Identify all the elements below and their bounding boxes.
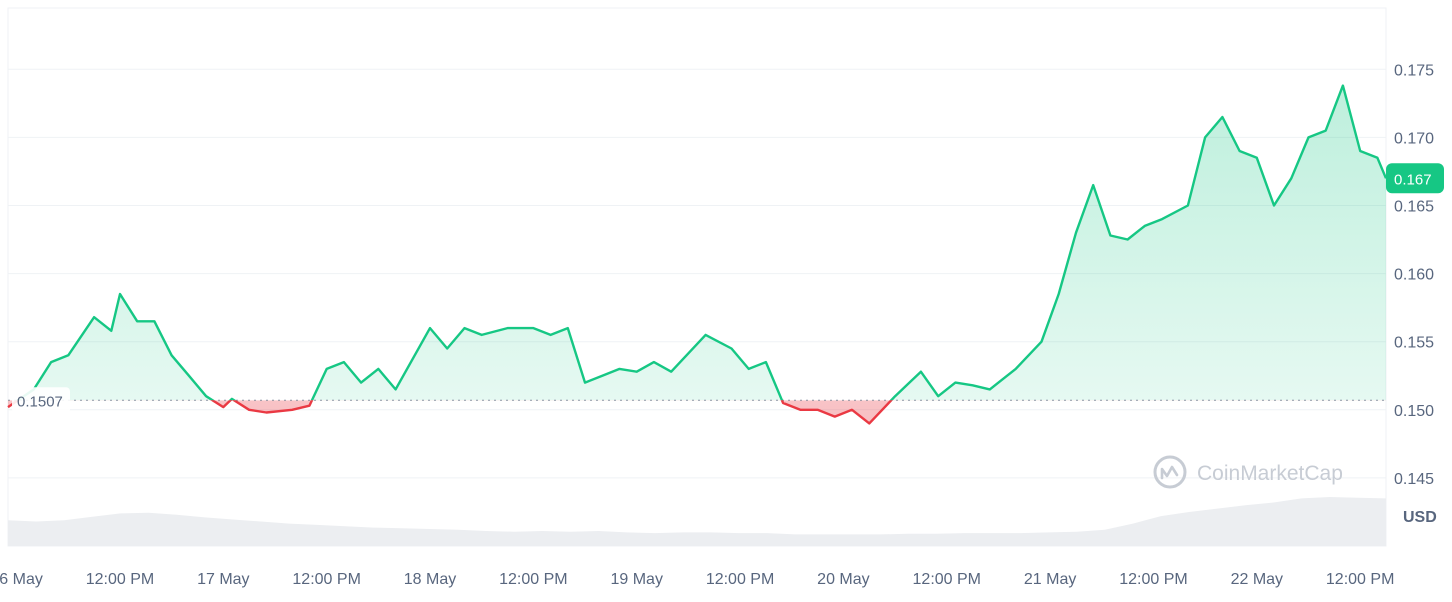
- current-price-badge: 0.167: [1386, 163, 1444, 194]
- current-price-value: 0.167: [1394, 171, 1432, 188]
- x-tick-label: 17 May: [197, 571, 249, 588]
- x-axis-ticks: 16 May 12:00 PM 17 May 12:00 PM 18 May 12:00 …: [0, 571, 1394, 588]
- coinmarketcap-watermark: CoinMarketCap: [1153, 455, 1343, 489]
- y-tick-label: 0.145: [1394, 471, 1434, 488]
- area-above-baseline: [17, 85, 1386, 401]
- y-tick-label: 0.155: [1394, 335, 1434, 352]
- x-tick-label: 12:00 PM: [1326, 571, 1394, 588]
- x-tick-label: 12:00 PM: [913, 571, 981, 588]
- y-tick-label: 0.170: [1394, 130, 1434, 147]
- x-tick-label: 21 May: [1024, 571, 1076, 588]
- volume-shape: [8, 497, 1386, 546]
- x-tick-label: 12:00 PM: [86, 571, 154, 588]
- x-tick-label: 12:00 PM: [1119, 571, 1187, 588]
- x-tick-label: 12:00 PM: [292, 571, 360, 588]
- y-tick-label: 0.175: [1394, 62, 1434, 79]
- x-tick-label: 20 May: [817, 571, 869, 588]
- y-tick-label: 0.150: [1394, 403, 1434, 420]
- price-line-down: [7, 400, 893, 425]
- price-area-fill: [8, 85, 1386, 424]
- price-line: [7, 84, 1388, 425]
- coinmarketcap-logo-icon: [1153, 455, 1187, 489]
- x-tick-label: 12:00 PM: [706, 571, 774, 588]
- x-tick-label: 18 May: [404, 571, 456, 588]
- reference-price-value: 0.1507: [17, 393, 63, 410]
- price-line-up: [15, 84, 1388, 401]
- x-tick-label: 12:00 PM: [499, 571, 567, 588]
- volume-area: [8, 497, 1386, 546]
- x-tick-label: 19 May: [610, 571, 662, 588]
- currency-unit-label: USD: [1403, 509, 1437, 526]
- reference-price-badge: 0.1507: [12, 387, 70, 414]
- watermark-text: CoinMarketCap: [1197, 462, 1343, 485]
- y-axis-ticks: 0.145 0.150 0.155 0.160 0.165 0.170 0.175: [1394, 62, 1434, 488]
- x-tick-label: 22 May: [1231, 571, 1283, 588]
- y-tick-label: 0.160: [1394, 267, 1434, 284]
- x-tick-label: 16 May: [0, 571, 43, 588]
- y-tick-label: 0.165: [1394, 198, 1434, 215]
